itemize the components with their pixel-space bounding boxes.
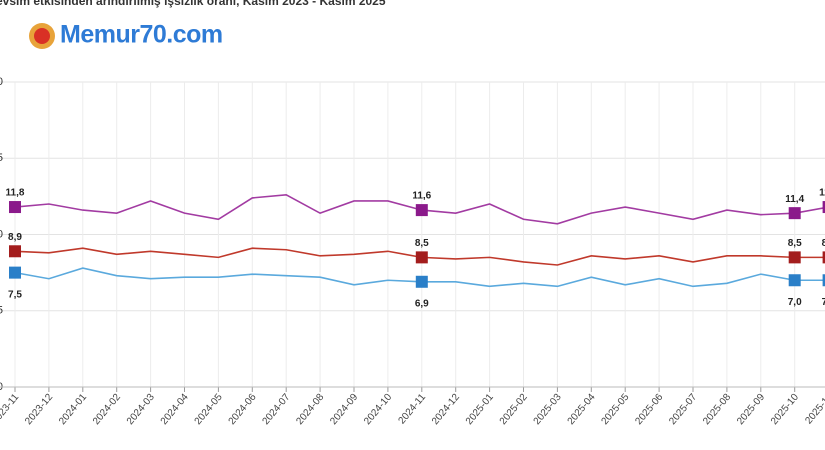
x-tick-label: 2024-06 xyxy=(227,392,259,428)
x-tick-label: 2025-05 xyxy=(599,392,631,428)
y-tick-label: 15 xyxy=(0,152,3,164)
value-label: 11,8 xyxy=(819,188,825,199)
x-tick-label: 2025-10 xyxy=(769,392,801,428)
value-label: 8,9 xyxy=(8,232,22,243)
marker xyxy=(9,266,21,279)
marker xyxy=(822,274,825,287)
value-label: 6,9 xyxy=(415,298,429,309)
x-tick-label: 2024-09 xyxy=(328,392,360,428)
value-label: 7,0 xyxy=(822,297,825,308)
x-tick-label: 2024-01 xyxy=(57,392,89,428)
x-tick-label: 2025-02 xyxy=(498,392,530,428)
logo: Memur70.com xyxy=(29,21,223,49)
logo-icon-inner xyxy=(34,28,50,44)
x-tick-label: 2025-11 xyxy=(803,392,825,427)
value-label: 8,5 xyxy=(788,238,802,249)
marker xyxy=(788,251,801,264)
x-tick-label: 2024-08 xyxy=(294,392,326,428)
x-tick-label: 2025-06 xyxy=(633,392,665,428)
value-label: 8,5 xyxy=(822,238,825,249)
value-label: 7,0 xyxy=(788,297,802,308)
x-tick-label: 2025-09 xyxy=(735,392,767,428)
logo-text: Memur70.com xyxy=(60,21,223,49)
x-tick-label: 2023-11 xyxy=(0,392,22,427)
value-label: 11,6 xyxy=(412,191,431,202)
x-tick-label: 2024-12 xyxy=(430,392,462,428)
y-tick-label: 5 xyxy=(0,305,3,317)
value-label: 11,8 xyxy=(6,188,25,199)
x-tick-label: 2024-04 xyxy=(159,392,191,428)
y-tick-label: 10 xyxy=(0,228,3,240)
x-tick-label: 2024-05 xyxy=(193,392,225,428)
chart-title: evsim etkisinden arındırılmış işsizlik o… xyxy=(0,0,386,8)
marker xyxy=(822,251,825,264)
x-tick-label: 2024-11 xyxy=(397,392,429,427)
x-tick-label: 2025-01 xyxy=(464,392,496,428)
x-tick-label: 2024-07 xyxy=(260,392,292,428)
y-tick-label: 20 xyxy=(0,76,3,88)
marker xyxy=(9,245,21,258)
x-tick-label: 2025-03 xyxy=(532,392,564,428)
value-label: 11,4 xyxy=(785,194,804,205)
x-tick-label: 2024-03 xyxy=(125,392,157,428)
x-tick-label: 2025-04 xyxy=(566,392,598,428)
x-tick-label: 2025-08 xyxy=(701,392,733,428)
marker xyxy=(415,275,428,288)
marker xyxy=(788,274,801,287)
x-tick-label: 2025-07 xyxy=(667,392,699,428)
marker xyxy=(788,207,801,220)
x-tick-label: 2024-10 xyxy=(362,392,394,428)
marker xyxy=(822,201,825,214)
marker xyxy=(415,204,428,217)
marker xyxy=(415,251,428,264)
x-tick-label: 2024-02 xyxy=(91,392,123,428)
value-label: 7,5 xyxy=(8,289,22,300)
x-tick-label: 2023-12 xyxy=(23,392,55,428)
value-label: 8,5 xyxy=(415,238,429,249)
marker xyxy=(9,201,21,214)
